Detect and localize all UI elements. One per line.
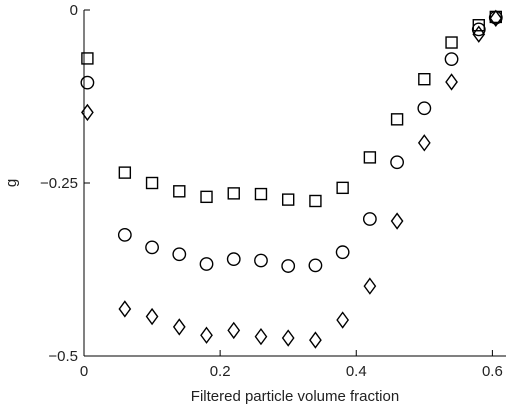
- diamond-marker: [281, 329, 295, 347]
- diamond-marker: [145, 307, 159, 326]
- square-marker: [418, 72, 431, 86]
- diamond-marker: [336, 311, 350, 329]
- diamond-series: [81, 9, 503, 349]
- diamond-marker: [81, 103, 94, 122]
- square-marker: [254, 187, 268, 201]
- circle-marker: [390, 155, 404, 170]
- circle-marker: [362, 212, 377, 226]
- square-marker: [145, 176, 159, 190]
- x-tick-label: 0.2: [210, 363, 231, 380]
- diamond-marker: [172, 318, 186, 336]
- circle-marker: [281, 259, 296, 273]
- diamond-marker: [417, 134, 431, 152]
- square-series: [81, 10, 502, 208]
- square-marker: [309, 194, 322, 208]
- y-tick-label: 0: [70, 2, 78, 19]
- square-marker: [390, 113, 404, 126]
- x-ticks: 0 0.2 0.4 0.6: [80, 350, 503, 380]
- circle-marker: [117, 227, 132, 242]
- y-tick-label: −0.25: [40, 175, 78, 192]
- circle-marker: [417, 101, 432, 116]
- diamond-marker: [200, 326, 213, 344]
- square-marker: [281, 193, 295, 206]
- circle-marker: [254, 253, 268, 268]
- circle-marker: [145, 240, 159, 255]
- diamond-marker: [309, 331, 322, 349]
- circle-marker: [199, 257, 214, 271]
- diamond-marker: [472, 25, 486, 43]
- y-axis-label: g: [3, 179, 20, 187]
- square-marker: [445, 36, 458, 49]
- circle-marker: [471, 22, 486, 37]
- x-tick-label: 0.6: [482, 363, 503, 380]
- diamond-marker: [227, 321, 241, 340]
- x-tick-label: 0.4: [346, 363, 367, 380]
- square-marker: [363, 151, 377, 164]
- circle-series: [80, 10, 503, 273]
- diamond-marker: [489, 9, 503, 27]
- x-axis-label: Filtered particle volume fraction: [191, 388, 399, 405]
- plot-area: 0 0.2 0.4 0.6 0 −0.25 −0.5: [40, 2, 506, 380]
- circle-marker: [444, 52, 459, 67]
- circle-marker: [226, 252, 241, 267]
- diamond-marker: [363, 277, 377, 295]
- circle-marker: [335, 245, 350, 260]
- square-marker: [118, 166, 132, 179]
- diamond-marker: [390, 212, 404, 230]
- y-ticks: 0 −0.25 −0.5: [40, 2, 90, 365]
- circle-marker: [80, 75, 95, 90]
- circle-marker: [308, 258, 323, 273]
- circle-marker: [172, 247, 187, 262]
- x-tick-label: 0: [80, 363, 88, 380]
- square-marker: [336, 181, 349, 195]
- square-marker: [81, 52, 94, 65]
- data-markers: [80, 9, 503, 349]
- square-marker: [200, 190, 213, 204]
- diamond-marker: [118, 300, 132, 318]
- square-marker: [173, 185, 186, 198]
- diamond-marker: [445, 73, 458, 91]
- y-tick-label: −0.5: [48, 348, 78, 365]
- diamond-marker: [254, 327, 268, 346]
- square-marker: [227, 187, 240, 200]
